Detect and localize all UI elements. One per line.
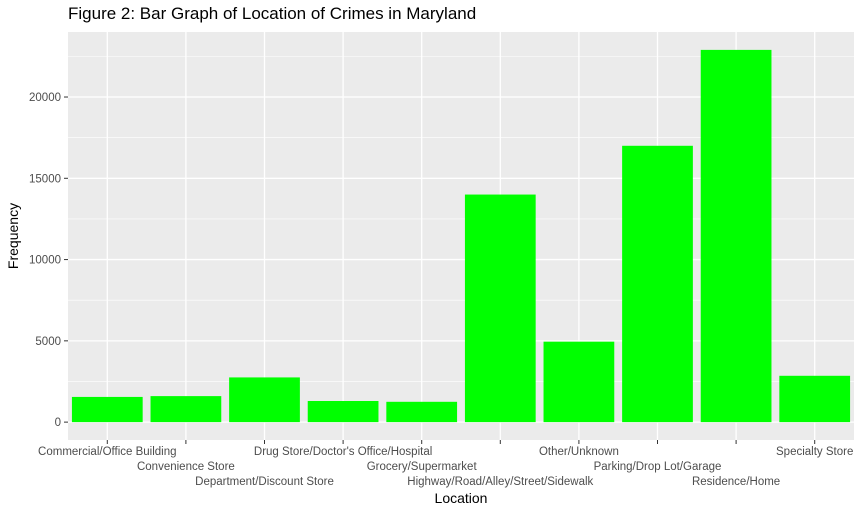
bar — [229, 377, 300, 423]
x-tick-label: Residence/Home — [692, 476, 780, 488]
x-tick-label: Department/Discount Store — [195, 476, 334, 488]
x-tick-label: Grocery/Supermarket — [367, 461, 478, 473]
bar — [150, 396, 222, 423]
y-axis: 0 5000 10000 15000 20000 — [29, 92, 68, 429]
bar — [543, 341, 615, 423]
x-axis-title: Location — [435, 490, 488, 506]
x-tick-label: Convenience Store — [137, 461, 235, 473]
bar — [700, 49, 772, 423]
bar — [779, 375, 851, 423]
y-axis-title: Frequency — [5, 203, 21, 269]
chart-title: Figure 2: Bar Graph of Location of Crime… — [68, 4, 477, 23]
x-tick-label: Specialty Store — [776, 446, 853, 458]
x-tick-label: Parking/Drop Lot/Garage — [594, 461, 722, 473]
bars — [71, 49, 851, 423]
y-tick-label: 5000 — [35, 336, 61, 348]
y-tick-label: 15000 — [29, 173, 61, 185]
x-tick-label: Drug Store/Doctor's Office/Hospital — [254, 446, 432, 458]
x-tick-label: Other/Unknown — [539, 446, 619, 458]
x-axis: Commercial/Office Building Convenience St… — [38, 440, 853, 488]
y-tick-label: 10000 — [29, 255, 61, 267]
x-tick-label: Highway/Road/Alley/Street/Sidewalk — [407, 476, 593, 488]
y-tick-label: 20000 — [29, 92, 61, 104]
x-tick-label: Commercial/Office Building — [38, 446, 176, 458]
bar — [71, 396, 143, 423]
bar — [464, 194, 536, 423]
bar — [622, 145, 693, 423]
y-tick-label: 0 — [55, 417, 61, 429]
bar — [386, 401, 458, 423]
bar — [307, 400, 379, 423]
